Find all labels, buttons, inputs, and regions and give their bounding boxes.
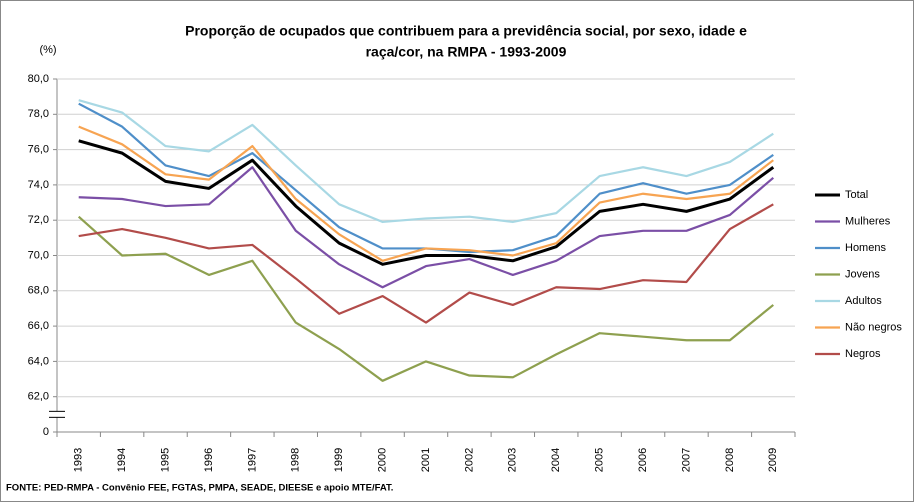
source-note: FONTE: PED-RMPA - Convênio FEE, FGTAS, P… xyxy=(6,483,393,494)
x-tick-label: 2003 xyxy=(507,448,519,472)
y-tick-label: 74,0 xyxy=(28,179,49,191)
x-tick-label: 1998 xyxy=(290,448,302,472)
y-axis-label: (%) xyxy=(39,44,56,56)
x-tick-label: 2009 xyxy=(767,448,779,472)
y-tick-label: 76,0 xyxy=(28,144,49,156)
y-tick-label: 64,0 xyxy=(28,355,49,367)
x-tick-label: 2000 xyxy=(376,448,388,472)
legend-label: Mulheres xyxy=(845,215,891,227)
legend-label: Jovens xyxy=(845,268,880,280)
x-tick-label: 2007 xyxy=(680,448,692,472)
x-tick-label: 1997 xyxy=(246,448,258,472)
chart-title: Proporção de ocupados que contribuem par… xyxy=(185,23,747,39)
x-tick-label: 2006 xyxy=(637,448,649,472)
legend-label: Total xyxy=(845,189,868,201)
y-tick-label: 66,0 xyxy=(28,320,49,332)
y-tick-label: 68,0 xyxy=(28,285,49,297)
series-line xyxy=(78,203,774,324)
legend-label: Homens xyxy=(845,242,886,254)
x-tick-label: 1996 xyxy=(203,448,215,472)
x-tick-label: 1995 xyxy=(159,448,171,472)
series-line xyxy=(78,166,775,289)
series-line xyxy=(78,99,774,224)
x-tick-label: 2002 xyxy=(463,448,475,472)
y-tick-label: 72,0 xyxy=(28,214,49,226)
series-line xyxy=(77,215,774,382)
y-tick-label: 80,0 xyxy=(28,73,49,85)
series-line xyxy=(78,125,774,262)
series-line xyxy=(78,139,775,266)
x-tick-label: 2004 xyxy=(550,448,562,472)
x-tick-label: 2008 xyxy=(724,448,736,472)
legend-label: Negros xyxy=(845,348,881,360)
x-tick-label: 2001 xyxy=(420,448,432,472)
chart-title: raça/cor, na RMPA - 1993-2009 xyxy=(366,44,567,60)
x-tick-label: 1994 xyxy=(116,448,128,472)
y-tick-label: 70,0 xyxy=(28,249,49,261)
legend-label: Não negros xyxy=(845,321,902,333)
x-tick-label: 1999 xyxy=(333,448,345,472)
axis-break xyxy=(49,411,65,418)
y-tick-label: 78,0 xyxy=(28,108,49,120)
legend-label: Adultos xyxy=(845,295,882,307)
x-tick-label: 1993 xyxy=(73,448,85,472)
y-tick-label: 0 xyxy=(43,426,49,438)
x-tick-label: 2005 xyxy=(594,448,606,472)
y-tick-label: 62,0 xyxy=(28,391,49,403)
